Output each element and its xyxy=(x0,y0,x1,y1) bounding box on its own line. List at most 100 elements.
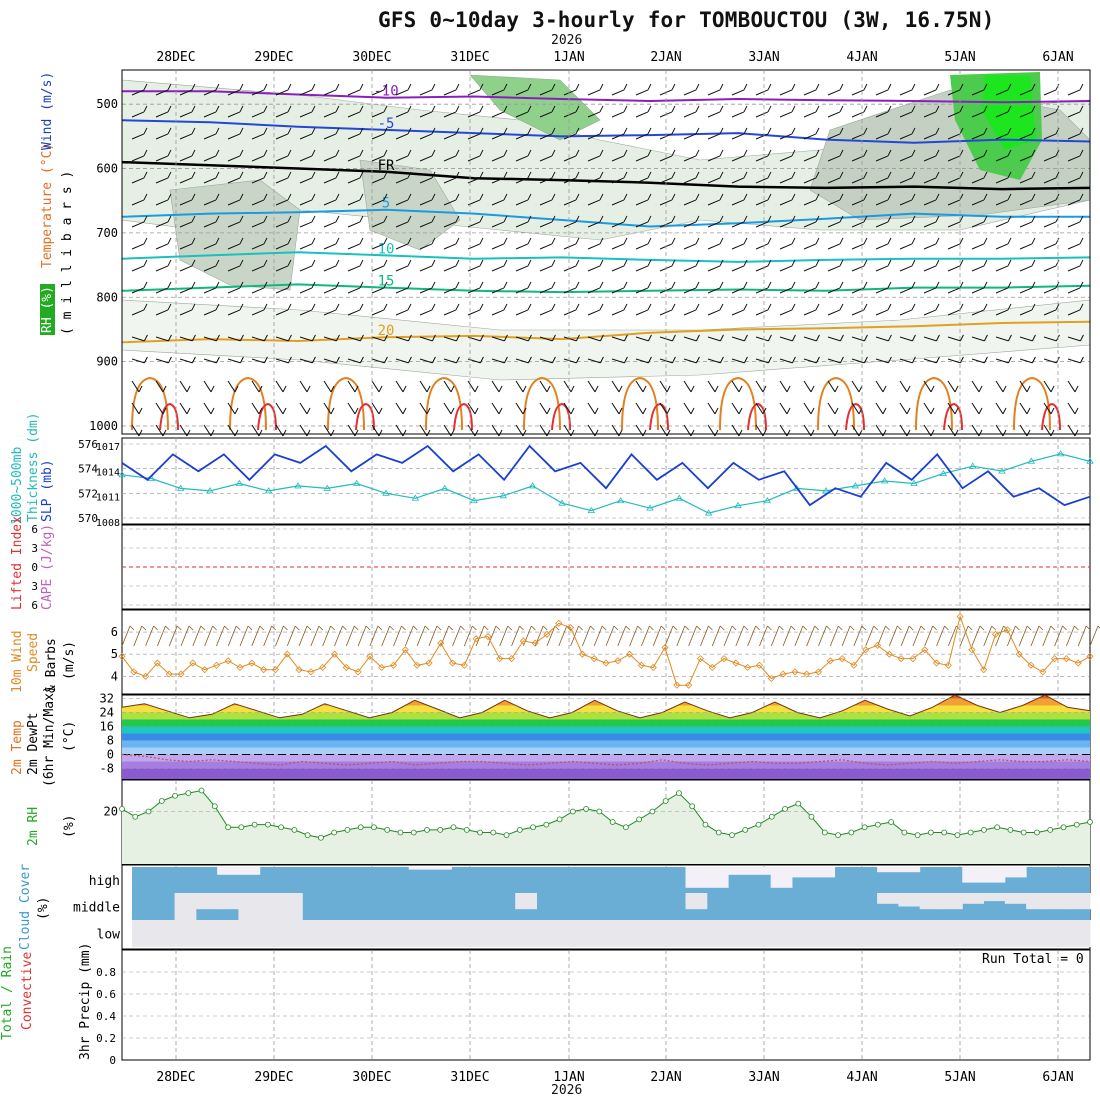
y-tick-temp-16: 16 xyxy=(100,720,114,734)
wind-barb-flag xyxy=(431,127,436,135)
wind-barb xyxy=(203,89,217,96)
rh-shading-1 xyxy=(169,179,301,291)
rh2m-point-28 xyxy=(490,829,497,836)
wind10-barb-15 xyxy=(298,625,308,647)
wind-barb-flag xyxy=(311,281,316,289)
wind-barb xyxy=(683,402,692,415)
wind-barb xyxy=(827,402,836,415)
wind-barb xyxy=(371,358,385,364)
wind10-barb-flag-81 xyxy=(1085,625,1091,631)
rh2m-point-59 xyxy=(901,829,908,836)
wind-barb-flag xyxy=(671,334,676,342)
wind-barb-flag xyxy=(479,259,484,267)
wind-barb xyxy=(659,199,673,206)
wind-barb xyxy=(179,111,193,118)
thickness-point-29 xyxy=(968,462,977,469)
wind-barb-flag xyxy=(786,385,791,393)
wind-barb xyxy=(755,287,769,294)
cloud-clear-high-31 xyxy=(791,867,814,878)
wind-barb xyxy=(491,243,505,250)
wind-barb-flag xyxy=(479,334,484,342)
wind-barb xyxy=(539,221,553,228)
wind-barb xyxy=(899,243,913,250)
wind-barb-flag xyxy=(138,407,143,415)
wind-barb xyxy=(1067,155,1081,162)
wind-barb-flag xyxy=(642,385,647,393)
wind10-barb-2 xyxy=(145,625,154,647)
wind-barb-flag xyxy=(263,215,268,223)
wind-barb xyxy=(251,199,265,206)
wind-barb-flag xyxy=(431,105,436,113)
wind-barb xyxy=(923,358,937,364)
wind10-point-6 xyxy=(189,659,197,667)
wind-barb-flag xyxy=(1055,193,1060,201)
wind-barb xyxy=(179,221,193,228)
wind-barb xyxy=(179,287,193,294)
wind-barb-flag xyxy=(714,385,719,393)
date-label-bottom-6JAN: 6JAN xyxy=(1042,1070,1073,1085)
thickness-point-13 xyxy=(499,492,508,499)
wind-barb-flag xyxy=(311,356,316,364)
wind-barb xyxy=(179,199,193,206)
wind-barb-flag xyxy=(738,407,743,415)
wind-barb-flag xyxy=(911,281,916,289)
wind-barb-flag xyxy=(719,171,724,179)
cloud-clear-high-40 xyxy=(983,867,1006,883)
isotherm-label--10: -10 xyxy=(373,84,398,100)
wind10-point-7 xyxy=(201,666,209,674)
wind-barb xyxy=(491,336,505,342)
wind-barb xyxy=(683,380,692,393)
wind10-barb-67 xyxy=(912,625,922,647)
wind-barb-flag xyxy=(479,303,484,311)
wind10-barb-78 xyxy=(1042,625,1052,647)
wind-barb xyxy=(131,358,145,364)
thickness-point-28 xyxy=(939,469,948,476)
wind-barb xyxy=(563,402,572,415)
wind-barb xyxy=(923,177,937,184)
wind-barb xyxy=(779,89,793,96)
wind10-barb-59 xyxy=(818,625,827,647)
wind-barb-flag xyxy=(1031,303,1036,311)
wind-barb-flag xyxy=(402,429,407,437)
cloud-row-label-high: high xyxy=(89,874,120,889)
wind-barb-flag xyxy=(762,407,767,415)
rh2m-label: 2m RH xyxy=(26,806,41,846)
wind-barb-flag xyxy=(786,407,791,415)
wind-barb xyxy=(419,133,433,140)
wind-barb-flag xyxy=(383,215,388,223)
wind-barb xyxy=(515,243,529,250)
wind-barb xyxy=(731,221,745,228)
wind10-barb-44 xyxy=(641,625,650,647)
wind-barb xyxy=(875,155,889,162)
wind10-barb-49 xyxy=(700,625,709,647)
wind10-point-66 xyxy=(897,655,905,663)
wind-barb xyxy=(1043,199,1057,206)
rh2m-point-49 xyxy=(768,813,775,820)
wind-barb xyxy=(563,199,577,206)
wind10-barb-39 xyxy=(582,625,591,647)
wind-barb xyxy=(1019,111,1033,118)
wind-barb xyxy=(251,243,265,250)
wind-barb-flag xyxy=(503,193,508,201)
wind-barb-flag xyxy=(287,259,292,267)
wind-barb xyxy=(635,155,649,162)
wind-barb-flag xyxy=(839,215,844,223)
wind-barb xyxy=(1067,380,1076,393)
wind10-barb-22 xyxy=(381,625,391,647)
wind-barb xyxy=(923,111,937,118)
rh2m-point-42 xyxy=(676,790,682,797)
wind10-speed-line xyxy=(121,614,1091,686)
rh2m-point-62 xyxy=(941,829,948,836)
wind10-point-11 xyxy=(248,659,256,667)
wind-barb xyxy=(323,287,337,294)
wind-barb xyxy=(995,309,1009,316)
cloud-clear-middle-6 xyxy=(259,893,282,920)
wind-barb-flag xyxy=(143,149,148,157)
rh2m-point-64 xyxy=(967,829,974,836)
wind-barb xyxy=(395,380,404,393)
wind-barb-flag xyxy=(1055,303,1060,311)
wind-barb xyxy=(131,133,145,140)
wind-barb-flag xyxy=(911,303,916,311)
wind-barb xyxy=(923,402,932,415)
wind10-barb-55 xyxy=(770,625,780,647)
